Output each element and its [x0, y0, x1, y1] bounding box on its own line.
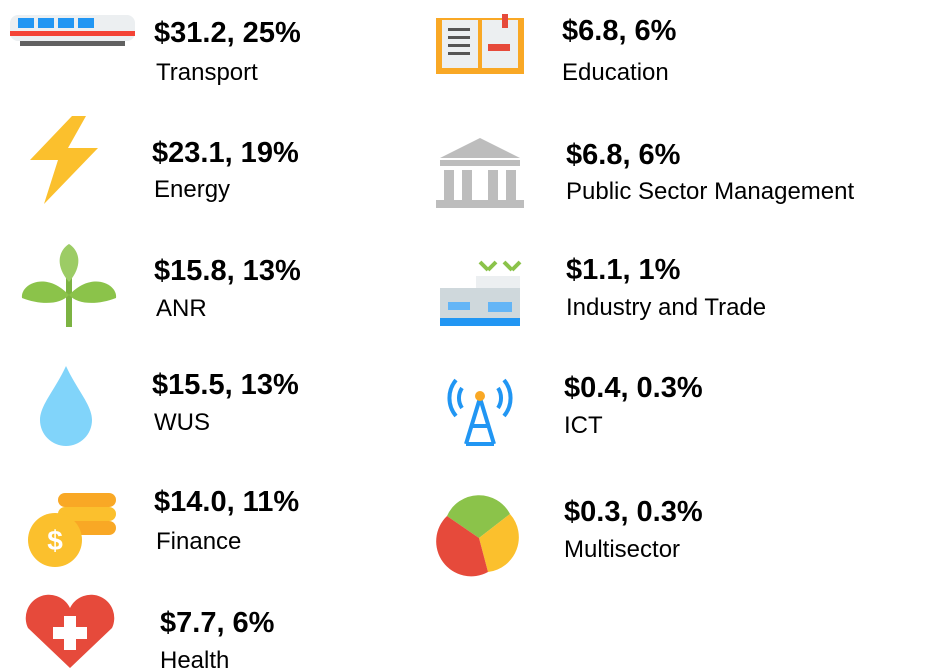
icon-education: [436, 14, 524, 74]
item-value: $1.1, 1%: [566, 254, 681, 286]
item-label: Energy: [154, 176, 230, 203]
icon-industry: [440, 260, 522, 326]
item-label: Public Sector Management: [566, 178, 854, 205]
icon-plant: [21, 244, 117, 327]
item-label: Education: [562, 59, 669, 86]
svg-text:$: $: [47, 525, 63, 556]
icon-ict: [447, 378, 513, 446]
item-value: $14.0, 11%: [154, 486, 299, 518]
item-label: Finance: [156, 528, 241, 555]
item-label: ICT: [564, 412, 603, 439]
item-value: $15.5, 13%: [152, 369, 299, 401]
icon-energy: [30, 116, 98, 204]
item-value: $15.8, 13%: [154, 255, 301, 287]
item-value: $7.7, 6%: [160, 607, 275, 639]
icon-multisector: [436, 495, 519, 577]
item-value: $23.1, 19%: [152, 137, 299, 169]
item-value: $0.3, 0.3%: [564, 496, 703, 528]
icon-health: [25, 594, 115, 668]
icon-finance: $: [28, 493, 116, 567]
item-label: Industry and Trade: [566, 294, 766, 321]
item-value: $6.8, 6%: [562, 15, 677, 47]
item-value: $0.4, 0.3%: [564, 372, 703, 404]
item-value: $31.2, 25%: [154, 17, 301, 49]
icon-public-sector: [436, 138, 524, 208]
item-value: $6.8, 6%: [566, 139, 681, 171]
item-label: WUS: [154, 409, 210, 436]
item-label: Transport: [156, 59, 258, 86]
icon-water: [40, 366, 92, 446]
item-label: Health: [160, 647, 229, 672]
item-label: Multisector: [564, 536, 680, 563]
icon-train: [10, 15, 135, 46]
item-label: ANR: [156, 295, 207, 322]
